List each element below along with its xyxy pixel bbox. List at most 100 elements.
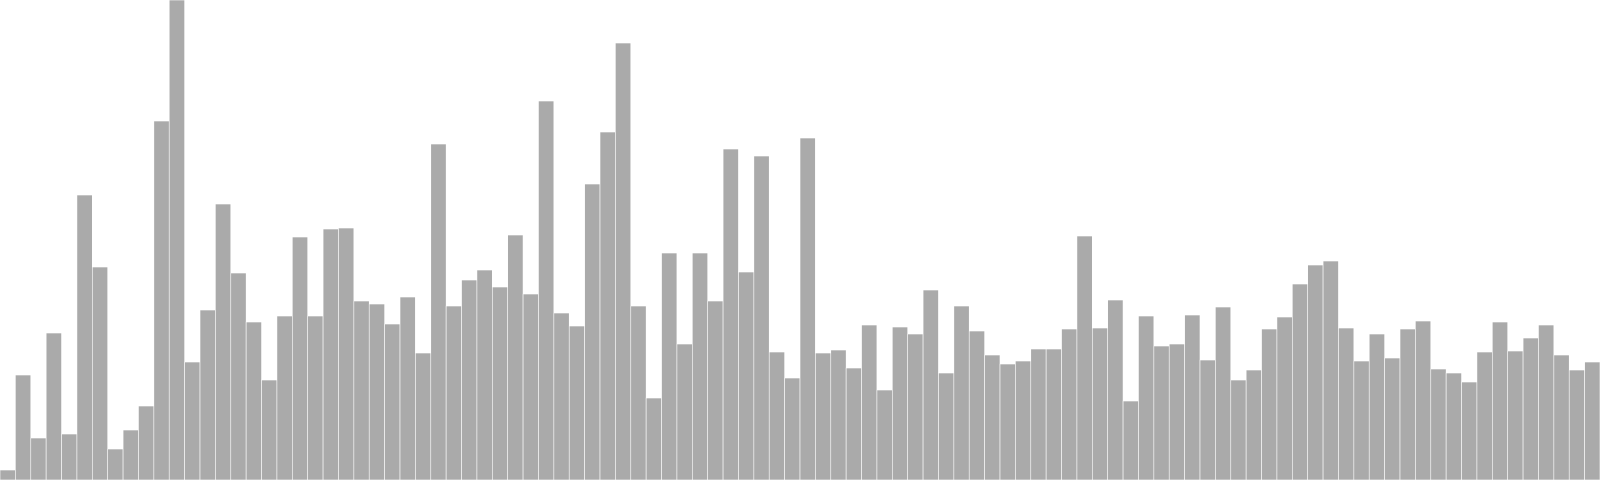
bar-39 xyxy=(584,183,601,480)
bar-58 xyxy=(876,389,893,480)
bar-46 xyxy=(692,252,708,480)
bar-27 xyxy=(399,296,416,480)
bar-4 xyxy=(45,332,62,480)
bar-100 xyxy=(1522,337,1539,480)
bar-51 xyxy=(768,351,785,480)
bar-93 xyxy=(1415,320,1432,480)
bar-85 xyxy=(1292,283,1308,480)
bar-47 xyxy=(707,300,724,480)
bar-66 xyxy=(999,363,1016,480)
bar-69 xyxy=(1045,348,1062,480)
bar-80 xyxy=(1215,306,1232,480)
bar-34 xyxy=(507,234,524,480)
bar-77 xyxy=(1168,343,1185,480)
bar-18 xyxy=(261,379,278,480)
bar-8 xyxy=(107,448,124,480)
bar-31 xyxy=(461,279,478,480)
bar-23 xyxy=(338,227,355,480)
bar-61 xyxy=(922,289,939,480)
bar-33 xyxy=(492,286,508,480)
bar-67 xyxy=(1015,360,1032,480)
bar-3 xyxy=(30,437,47,480)
bar-21 xyxy=(307,315,324,480)
bar-102 xyxy=(1553,354,1570,480)
bar-64 xyxy=(968,330,985,480)
bar-15 xyxy=(215,203,232,480)
bar-12 xyxy=(168,0,185,480)
bar-87 xyxy=(1322,260,1339,480)
bar-44 xyxy=(661,252,678,480)
bar-99 xyxy=(1507,350,1524,480)
bar-16 xyxy=(230,272,247,480)
bar-54 xyxy=(815,352,832,480)
bar-90 xyxy=(1368,333,1385,480)
bar-42 xyxy=(630,305,647,480)
bar-103 xyxy=(1568,369,1585,480)
bar-92 xyxy=(1399,328,1416,480)
bar-60 xyxy=(907,333,924,480)
bar-28 xyxy=(415,352,432,480)
bar-48 xyxy=(722,148,739,480)
bar-50 xyxy=(753,155,770,480)
bar-2 xyxy=(15,374,32,480)
bar-71 xyxy=(1076,235,1093,480)
bar-20 xyxy=(292,236,308,480)
bar-32 xyxy=(476,269,493,480)
bar-9 xyxy=(122,429,139,480)
bar-30 xyxy=(445,305,462,480)
bar-73 xyxy=(1107,299,1124,480)
bar-98 xyxy=(1492,321,1508,480)
bar-26 xyxy=(384,323,401,480)
bar-17 xyxy=(245,321,262,480)
bar-83 xyxy=(1261,328,1278,480)
bar-88 xyxy=(1338,327,1355,480)
bar-14 xyxy=(199,309,216,480)
bar-40 xyxy=(599,131,616,480)
bar-19 xyxy=(276,315,293,480)
bar-24 xyxy=(353,300,370,480)
bar-79 xyxy=(1199,359,1216,480)
bar-38 xyxy=(568,325,585,480)
bar-36 xyxy=(538,100,555,480)
bar-53 xyxy=(799,137,816,480)
bar-55 xyxy=(830,349,847,480)
bar-57 xyxy=(861,324,878,480)
bar-104 xyxy=(1584,361,1600,480)
bar-97 xyxy=(1476,351,1493,480)
bar-10 xyxy=(138,405,155,480)
bar-96 xyxy=(1461,381,1478,480)
bar-89 xyxy=(1353,360,1370,480)
bar-62 xyxy=(938,372,955,480)
bar-11 xyxy=(153,120,170,480)
bar-25 xyxy=(368,303,385,480)
bar-29 xyxy=(430,143,447,480)
bar-63 xyxy=(953,305,970,480)
bar-101 xyxy=(1538,324,1555,480)
bar-22 xyxy=(322,228,339,480)
bar-65 xyxy=(984,354,1001,480)
bar-5 xyxy=(61,433,78,480)
bar-94 xyxy=(1430,368,1447,480)
bar-74 xyxy=(1122,400,1139,480)
bar-43 xyxy=(645,397,662,480)
bar-41 xyxy=(615,42,632,480)
bar-35 xyxy=(522,293,539,480)
bar-37 xyxy=(553,312,570,480)
bar-72 xyxy=(1092,327,1108,480)
bar-91 xyxy=(1384,357,1401,480)
bar-7 xyxy=(92,266,108,480)
bar-49 xyxy=(738,271,755,480)
bar-1 xyxy=(0,469,16,480)
bar-70 xyxy=(1061,328,1078,480)
bar-52 xyxy=(784,377,801,480)
bar-59 xyxy=(892,326,908,480)
bar-86 xyxy=(1307,264,1324,480)
bar-78 xyxy=(1184,314,1201,480)
bar-81 xyxy=(1230,379,1247,480)
bar-6 xyxy=(76,194,93,480)
bar-82 xyxy=(1245,369,1262,480)
bar-84 xyxy=(1276,316,1293,480)
bar-13 xyxy=(184,361,201,480)
